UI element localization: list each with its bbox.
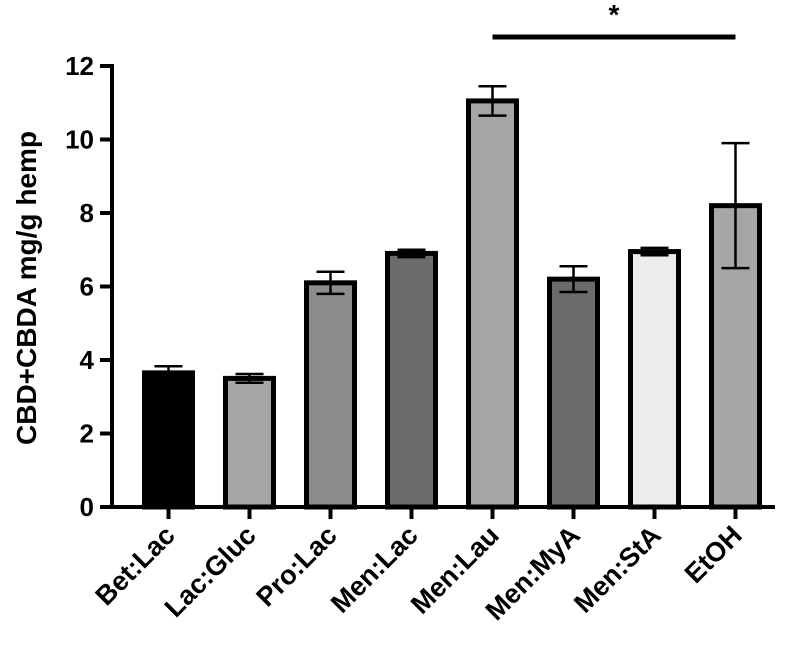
y-tick-label: 8 [80, 198, 94, 228]
bar [547, 276, 600, 510]
y-tick-label: 12 [65, 51, 94, 81]
plot-area: 024681012Bet:LacLac:GlucPro:LacMen:LacMe… [65, 0, 775, 626]
bar [223, 375, 276, 510]
bar [466, 98, 519, 510]
y-tick-label: 0 [80, 492, 94, 522]
y-tick-label: 6 [80, 272, 94, 302]
y-axis-title: CBD+CBDA mg/g hemp [11, 131, 42, 445]
bar [628, 249, 681, 510]
category-label: Men:Lac [325, 520, 424, 619]
bar [385, 250, 438, 510]
y-tick-label: 2 [80, 419, 94, 449]
bar [142, 370, 195, 510]
category-label: EtOH [679, 520, 748, 589]
bar [304, 280, 357, 510]
significance-star: * [609, 0, 620, 30]
y-tick-label: 4 [80, 345, 95, 375]
category-label: Men:StA [568, 520, 667, 619]
y-tick-label: 10 [65, 125, 94, 155]
